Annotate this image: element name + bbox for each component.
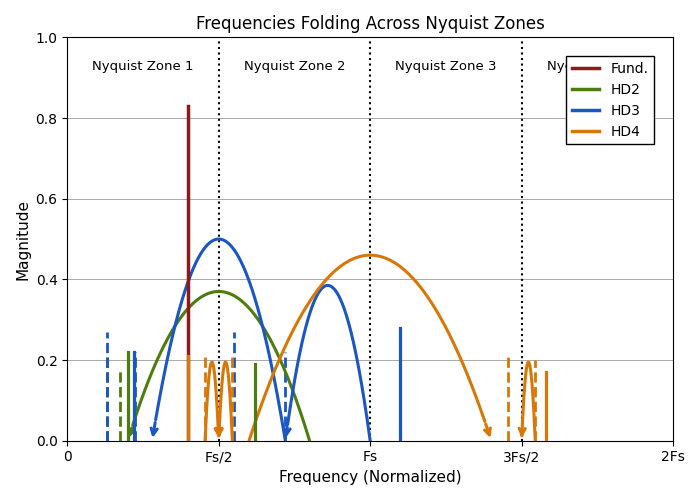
Legend: Fund., HD2, HD3, HD4: Fund., HD2, HD3, HD4 bbox=[566, 56, 654, 144]
Text: Nyquist Zone 2: Nyquist Zone 2 bbox=[244, 60, 345, 72]
Y-axis label: Magnitude: Magnitude bbox=[15, 198, 30, 280]
Title: Frequencies Folding Across Nyquist Zones: Frequencies Folding Across Nyquist Zones bbox=[196, 15, 545, 33]
Text: Nyquist Zone 3: Nyquist Zone 3 bbox=[395, 60, 496, 72]
X-axis label: Frequency (Normalized): Frequency (Normalized) bbox=[279, 470, 461, 485]
Text: Nyquist Zone 1: Nyquist Zone 1 bbox=[92, 60, 194, 72]
Text: Nyquist Zone 4: Nyquist Zone 4 bbox=[547, 60, 648, 72]
